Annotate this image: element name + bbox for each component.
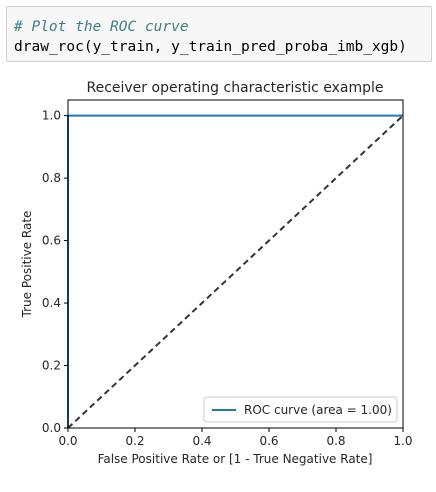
plot-layer — [67, 114, 404, 429]
y-tick-label: 0.2 — [42, 359, 61, 373]
code-function-call: draw_roc(y_train, y_train_pred_proba_imb… — [14, 39, 407, 55]
legend-label-roc: ROC curve (area = 1.00) — [244, 403, 392, 417]
legend-box — [203, 396, 398, 423]
roc-curve-line — [67, 114, 403, 428]
x-tick-label: 0.0 — [58, 434, 77, 448]
chance-diagonal-line — [67, 114, 404, 429]
x-axis: 0.0 0.2 0.4 0.6 0.8 1.0 — [58, 428, 413, 448]
code-comment: # Plot the ROC curve — [14, 19, 189, 35]
x-axis-label: False Positive Rate or [1 - True Negativ… — [98, 452, 373, 466]
y-tick-label: 0.0 — [42, 421, 61, 435]
x-tick-label: 0.8 — [326, 434, 345, 448]
x-tick-label: 0.6 — [259, 434, 278, 448]
cell-output: Receiver operating characteristic exampl… — [0, 66, 436, 488]
y-tick-label: 0.4 — [42, 296, 61, 310]
y-tick-label: 0.8 — [42, 171, 61, 185]
chart-legend: ROC curve (area = 1.00) — [203, 396, 398, 423]
plot-frame — [67, 99, 404, 429]
x-tick-label: 1.0 — [393, 434, 412, 448]
y-tick-label: 0.6 — [42, 234, 61, 248]
x-tick-label: 0.4 — [192, 434, 211, 448]
x-tick-label: 0.2 — [125, 434, 144, 448]
y-axis: 0.0 0.2 0.4 0.6 0.8 1.0 — [42, 109, 68, 435]
roc-chart: Receiver operating characteristic exampl… — [20, 80, 413, 466]
y-tick-label: 1.0 — [42, 109, 61, 123]
y-axis-label: True Positive Rate — [20, 211, 34, 319]
chart-title: Receiver operating characteristic exampl… — [86, 80, 383, 96]
code-cell[interactable]: # Plot the ROC curve draw_roc(y_train, y… — [6, 6, 432, 62]
